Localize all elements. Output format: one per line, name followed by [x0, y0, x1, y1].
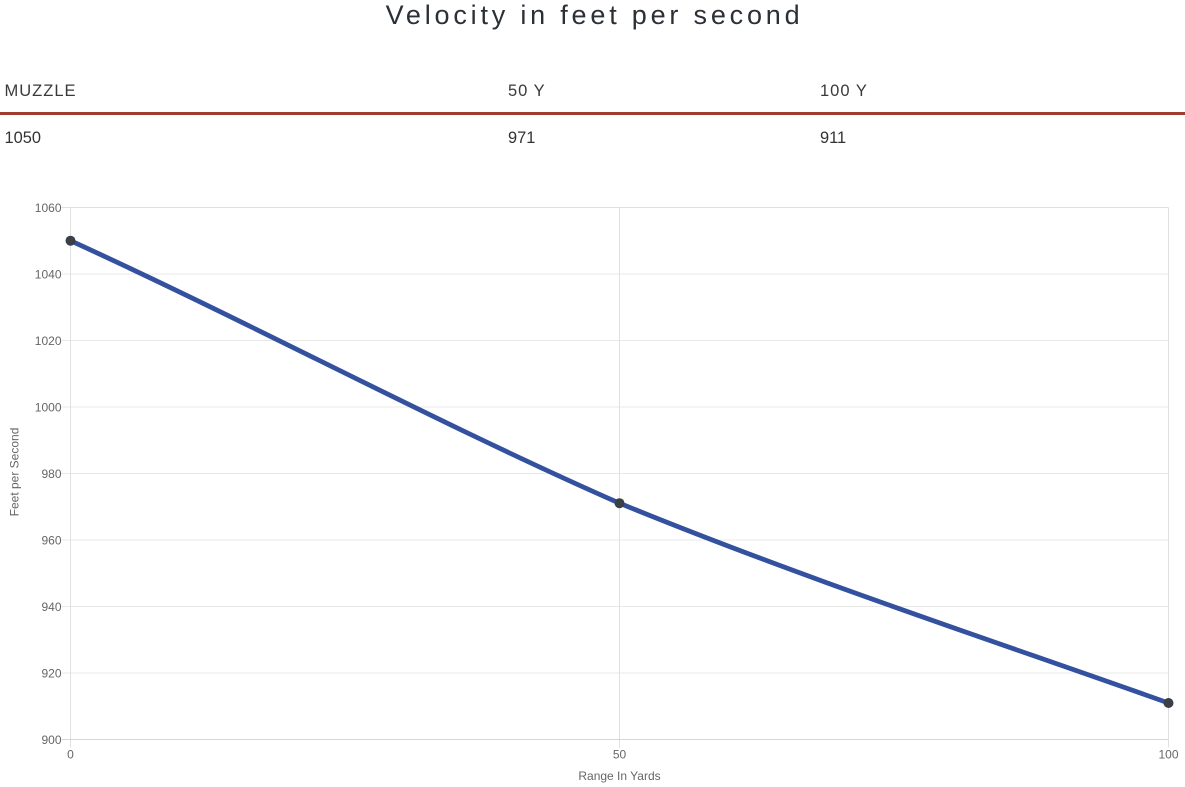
svg-text:100: 100 [1158, 748, 1178, 762]
svg-text:1000: 1000 [35, 400, 62, 414]
svg-text:1020: 1020 [35, 334, 62, 348]
svg-text:1060: 1060 [35, 201, 62, 215]
svg-text:960: 960 [41, 533, 61, 547]
svg-text:Feet per Second: Feet per Second [8, 428, 22, 517]
svg-text:980: 980 [41, 467, 61, 481]
svg-text:1040: 1040 [35, 267, 62, 281]
svg-text:50: 50 [613, 748, 627, 762]
svg-text:920: 920 [41, 666, 61, 680]
svg-text:900: 900 [41, 733, 61, 747]
svg-text:940: 940 [41, 600, 61, 614]
svg-text:0: 0 [67, 748, 74, 762]
svg-text:Range In Yards: Range In Yards [578, 769, 660, 783]
